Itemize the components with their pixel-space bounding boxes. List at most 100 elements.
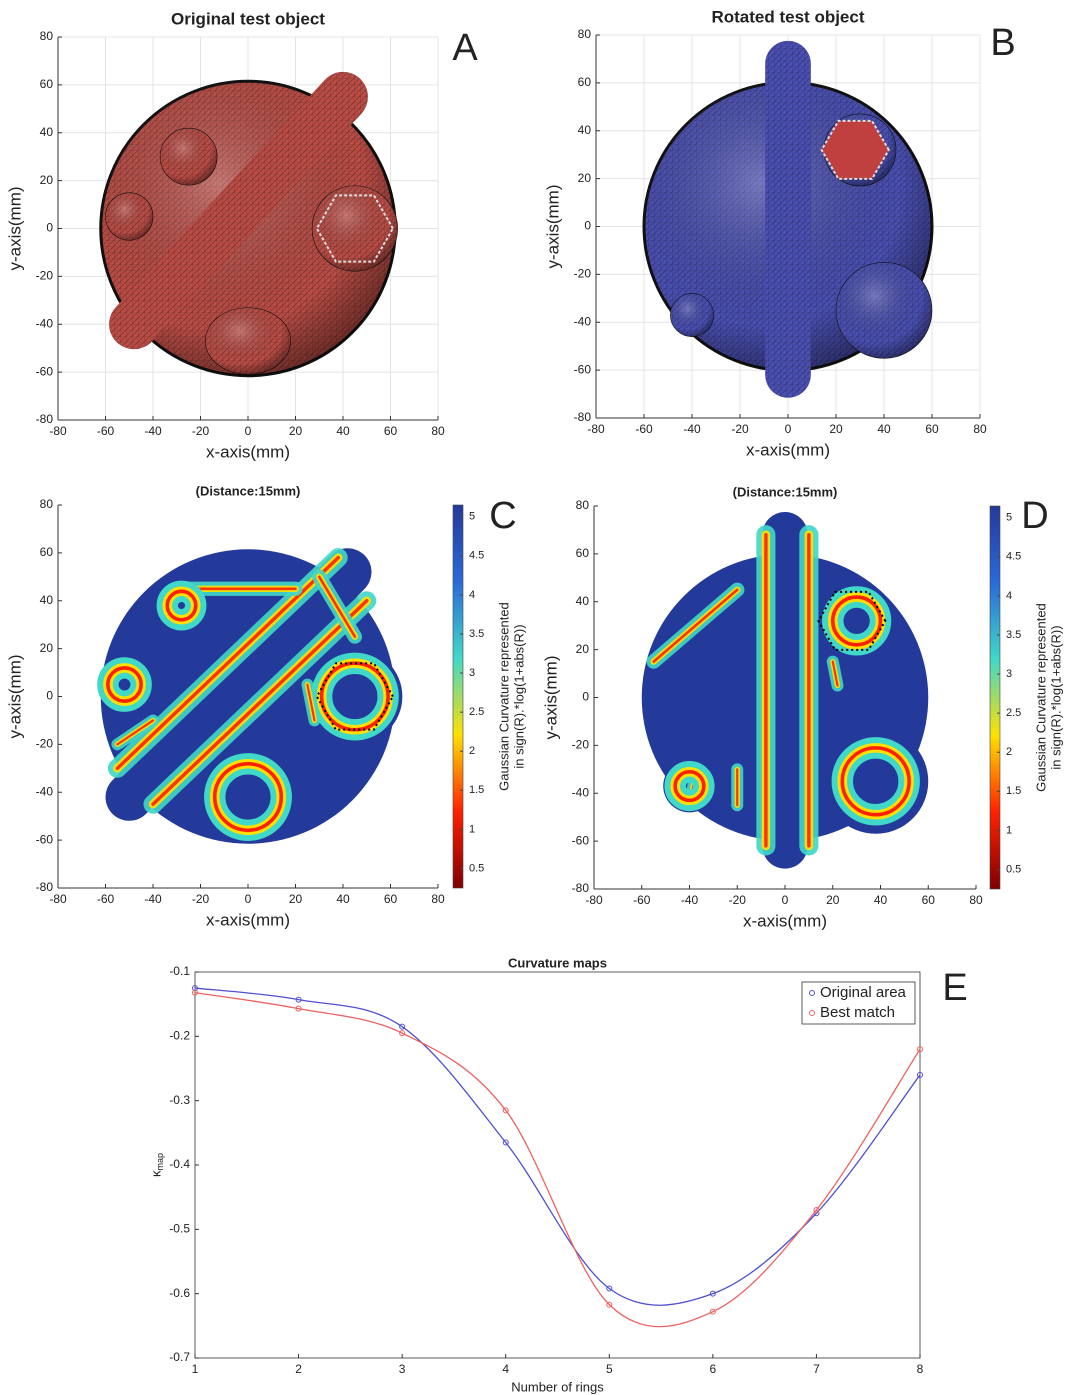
y-tick-label: -0.2 <box>169 1029 190 1043</box>
x-tick-label: 60 <box>922 893 936 907</box>
colorbar-tick-label: 1 <box>1006 824 1012 836</box>
x-tick-label: 0 <box>782 893 789 907</box>
x-tick-label: 40 <box>336 892 350 906</box>
colorbar-tick-label: 3 <box>1006 668 1012 680</box>
surface-shading <box>106 193 154 241</box>
object-render <box>644 64 932 375</box>
x-tick-label: 1 <box>192 1362 199 1376</box>
y-tick-label: 40 <box>40 125 54 139</box>
x-tick-label: 0 <box>245 892 252 906</box>
x-tick-label: 2 <box>295 1362 302 1376</box>
colorbar-label: Gaussian Curvature represented <box>1033 603 1048 792</box>
y-tick-label: 80 <box>40 29 54 43</box>
x-tick-label: -80 <box>49 892 67 906</box>
x-tick-label: -60 <box>635 422 653 436</box>
y-tick-label: 80 <box>578 27 592 41</box>
y-tick-label: 60 <box>40 77 54 91</box>
colorbar-tick-label: 3.5 <box>469 628 484 640</box>
x-tick-label: -60 <box>97 892 115 906</box>
legend-label: Original area <box>820 984 907 1001</box>
colorbar-tick-label: 4.5 <box>1006 551 1021 563</box>
y-tick-label: -0.1 <box>169 964 190 978</box>
x-tick-label: -40 <box>144 892 162 906</box>
y-tick-label: -40 <box>36 316 54 330</box>
x-tick-label: 20 <box>829 422 843 436</box>
colorbar-tick-label: 5 <box>1006 512 1012 524</box>
y-tick-label: 0 <box>46 689 53 703</box>
y-tick-label: -60 <box>572 833 590 847</box>
x-tick-label: -60 <box>97 424 115 438</box>
panel-letter: B <box>990 22 1015 64</box>
y-tick-label: -80 <box>36 412 54 426</box>
colorbar-tick-label: 1.5 <box>469 784 484 796</box>
panel-letter: C <box>489 495 516 537</box>
y-axis-label: y-axis(mm) <box>5 186 24 270</box>
x-tick-label: 4 <box>502 1362 509 1376</box>
y-tick-label: -20 <box>36 269 54 283</box>
surface-shading <box>312 186 398 272</box>
y-tick-label: 20 <box>40 173 54 187</box>
y-tick-label: 80 <box>40 497 54 511</box>
x-tick-label: 5 <box>606 1362 613 1376</box>
x-tick-label: 6 <box>710 1362 717 1376</box>
x-tick-label: -40 <box>681 893 699 907</box>
series-line <box>195 988 920 1305</box>
chart-title: Original test object <box>171 9 325 28</box>
y-tick-label: -60 <box>36 832 54 846</box>
x-tick-label: 60 <box>384 424 398 438</box>
chart-title: (Distance:15mm) <box>733 484 838 499</box>
colorbar-tick-label: 2 <box>1006 746 1012 758</box>
chart-title: Rotated test object <box>711 7 864 26</box>
colorbar-tick-label: 0.5 <box>469 862 484 874</box>
x-tick-label: -60 <box>633 893 651 907</box>
chart-title: Curvature maps <box>508 955 607 970</box>
colorbar-tick-label: 3.5 <box>1006 629 1021 641</box>
x-tick-label: 8 <box>917 1362 924 1376</box>
y-tick-label: -80 <box>36 880 54 894</box>
x-tick-label: 40 <box>336 424 350 438</box>
y-tick-label: -60 <box>36 364 54 378</box>
x-tick-label: 20 <box>289 424 303 438</box>
y-tick-label: 60 <box>40 545 54 559</box>
series-line <box>195 993 920 1327</box>
axes-box <box>195 972 920 1358</box>
panel-letter: A <box>452 27 478 69</box>
x-tick-label: -20 <box>729 893 747 907</box>
x-tick-label: -40 <box>144 424 162 438</box>
x-tick-label: 3 <box>399 1362 406 1376</box>
surface-shading <box>670 293 713 336</box>
colorbar-tick-label: 2.5 <box>469 706 484 718</box>
y-tick-label: -20 <box>36 737 54 751</box>
y-tick-label: -40 <box>572 785 590 799</box>
colorbar-tick-label: 4 <box>469 589 475 601</box>
y-tick-label: -40 <box>36 784 54 798</box>
y-tick-label: 0 <box>46 221 53 235</box>
y-axis-label: y-axis(mm) <box>543 184 562 268</box>
x-tick-label: -80 <box>587 422 605 436</box>
y-axis-label: κmap <box>148 1153 165 1177</box>
y-tick-label: -0.3 <box>169 1093 190 1107</box>
colorbar <box>453 505 463 888</box>
x-tick-label: 80 <box>973 422 987 436</box>
colorbar <box>990 506 1000 889</box>
object-render <box>101 81 398 376</box>
surface-shading <box>160 128 217 185</box>
x-tick-label: -20 <box>192 424 210 438</box>
y-tick-label: 20 <box>576 642 590 656</box>
y-tick-label: -80 <box>572 881 590 895</box>
y-tick-label: 40 <box>576 594 590 608</box>
chart-title: (Distance:15mm) <box>196 483 301 498</box>
curvature-map <box>642 535 929 846</box>
colorbar-label: in sign(R).*log(1+abs(R)) <box>511 624 526 768</box>
legend-label: Best match <box>820 1004 895 1021</box>
colorbar-tick-label: 3 <box>469 667 475 679</box>
y-tick-label: 40 <box>578 123 592 137</box>
colorbar-tick-label: 1 <box>469 823 475 835</box>
x-tick-label: -20 <box>731 422 749 436</box>
colorbar-tick-label: 1.5 <box>1006 785 1021 797</box>
colorbar-tick-label: 4 <box>1006 590 1012 602</box>
x-tick-label: 60 <box>925 422 939 436</box>
x-tick-label: -40 <box>683 422 701 436</box>
figure: -80-60-40-20020406080-80-60-40-200204060… <box>0 0 1067 1395</box>
x-tick-label: 20 <box>826 893 840 907</box>
